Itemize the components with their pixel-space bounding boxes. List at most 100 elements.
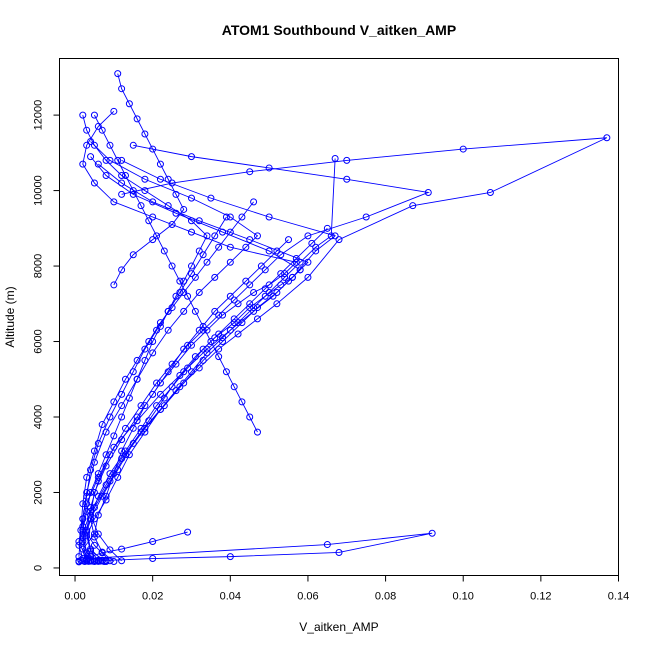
data-point <box>156 405 164 413</box>
data-point <box>187 262 195 270</box>
data-point <box>296 266 304 274</box>
data-point <box>141 345 149 353</box>
data-point <box>90 447 98 455</box>
data-point <box>118 85 126 93</box>
data-point <box>226 292 234 300</box>
data-point <box>156 390 164 398</box>
data-point <box>191 307 199 315</box>
data-point <box>246 300 254 308</box>
series-6 <box>83 141 432 564</box>
data-point <box>118 413 126 421</box>
data-point <box>238 398 246 406</box>
data-point <box>331 232 339 240</box>
data-point <box>304 273 312 281</box>
data-point <box>110 107 118 115</box>
data-point <box>362 213 370 221</box>
data-point <box>110 398 118 406</box>
y-tick-label: 0 <box>33 565 45 571</box>
data-point <box>191 273 199 281</box>
data-point <box>203 232 211 240</box>
data-point <box>261 266 269 274</box>
data-point <box>90 141 98 149</box>
data-point <box>118 455 126 463</box>
data-point <box>265 213 273 221</box>
data-point <box>180 307 188 315</box>
data-point <box>211 334 219 342</box>
data-point <box>261 292 269 300</box>
series-line <box>78 114 208 559</box>
data-point <box>110 432 118 440</box>
data-point <box>265 288 273 296</box>
data-point <box>211 307 219 315</box>
data-point <box>242 277 250 285</box>
data-point <box>118 447 126 455</box>
data-point <box>102 462 110 470</box>
data-point <box>312 243 320 251</box>
data-point <box>118 266 126 274</box>
data-point <box>187 194 195 202</box>
data-point <box>187 217 195 225</box>
data-point <box>125 451 133 459</box>
data-point <box>90 515 98 523</box>
data-point <box>98 549 106 557</box>
y-tick-label: 10000 <box>33 175 45 206</box>
data-point <box>90 111 98 119</box>
data-point <box>226 228 234 236</box>
data-point <box>180 345 188 353</box>
data-point <box>102 496 110 504</box>
series-line <box>78 201 254 557</box>
data-point <box>149 145 157 153</box>
data-point <box>203 345 211 353</box>
y-tick-label: 2000 <box>33 480 45 504</box>
series-line <box>86 144 430 561</box>
data-point <box>149 538 157 546</box>
data-point <box>180 368 188 376</box>
chart-title: ATOM1 Southbound V_aitken_AMP <box>222 22 456 38</box>
data-point <box>261 285 269 293</box>
data-point <box>199 322 207 330</box>
data-point <box>114 473 122 481</box>
series-line <box>86 163 309 562</box>
data-point <box>187 368 195 376</box>
data-point <box>459 145 467 153</box>
data-point <box>215 353 223 361</box>
data-point <box>102 171 110 179</box>
x-tick-label: 0.10 <box>453 591 474 603</box>
data-point <box>102 156 110 164</box>
data-point <box>195 326 203 334</box>
series-line <box>86 158 336 561</box>
data-point <box>292 258 300 266</box>
data-point <box>253 232 261 240</box>
data-point <box>164 202 172 210</box>
data-point <box>83 532 91 540</box>
data-point <box>118 402 126 410</box>
data-point <box>98 421 106 429</box>
data-point <box>83 141 91 149</box>
data-point <box>603 134 611 142</box>
data-point <box>230 296 238 304</box>
data-point <box>207 338 215 346</box>
data-point <box>226 213 234 221</box>
data-point <box>486 188 494 196</box>
data-point <box>94 160 102 168</box>
data-point <box>153 379 161 387</box>
data-point <box>149 213 157 221</box>
data-point <box>129 141 137 149</box>
data-point <box>195 288 203 296</box>
data-point <box>168 360 176 368</box>
data-point <box>265 164 273 172</box>
data-point <box>137 202 145 210</box>
data-point <box>199 251 207 259</box>
data-point <box>133 375 141 383</box>
data-point <box>292 255 300 263</box>
data-point <box>141 356 149 364</box>
data-point <box>424 188 432 196</box>
x-axis: 0.00 0.02 0.04 0.06 0.08 0.10 0.12 0.14 <box>64 575 629 603</box>
data-point <box>343 175 351 183</box>
data-point <box>269 292 277 300</box>
data-point <box>409 202 417 210</box>
data-point <box>141 402 149 410</box>
data-point <box>304 232 312 240</box>
data-point <box>215 330 223 338</box>
